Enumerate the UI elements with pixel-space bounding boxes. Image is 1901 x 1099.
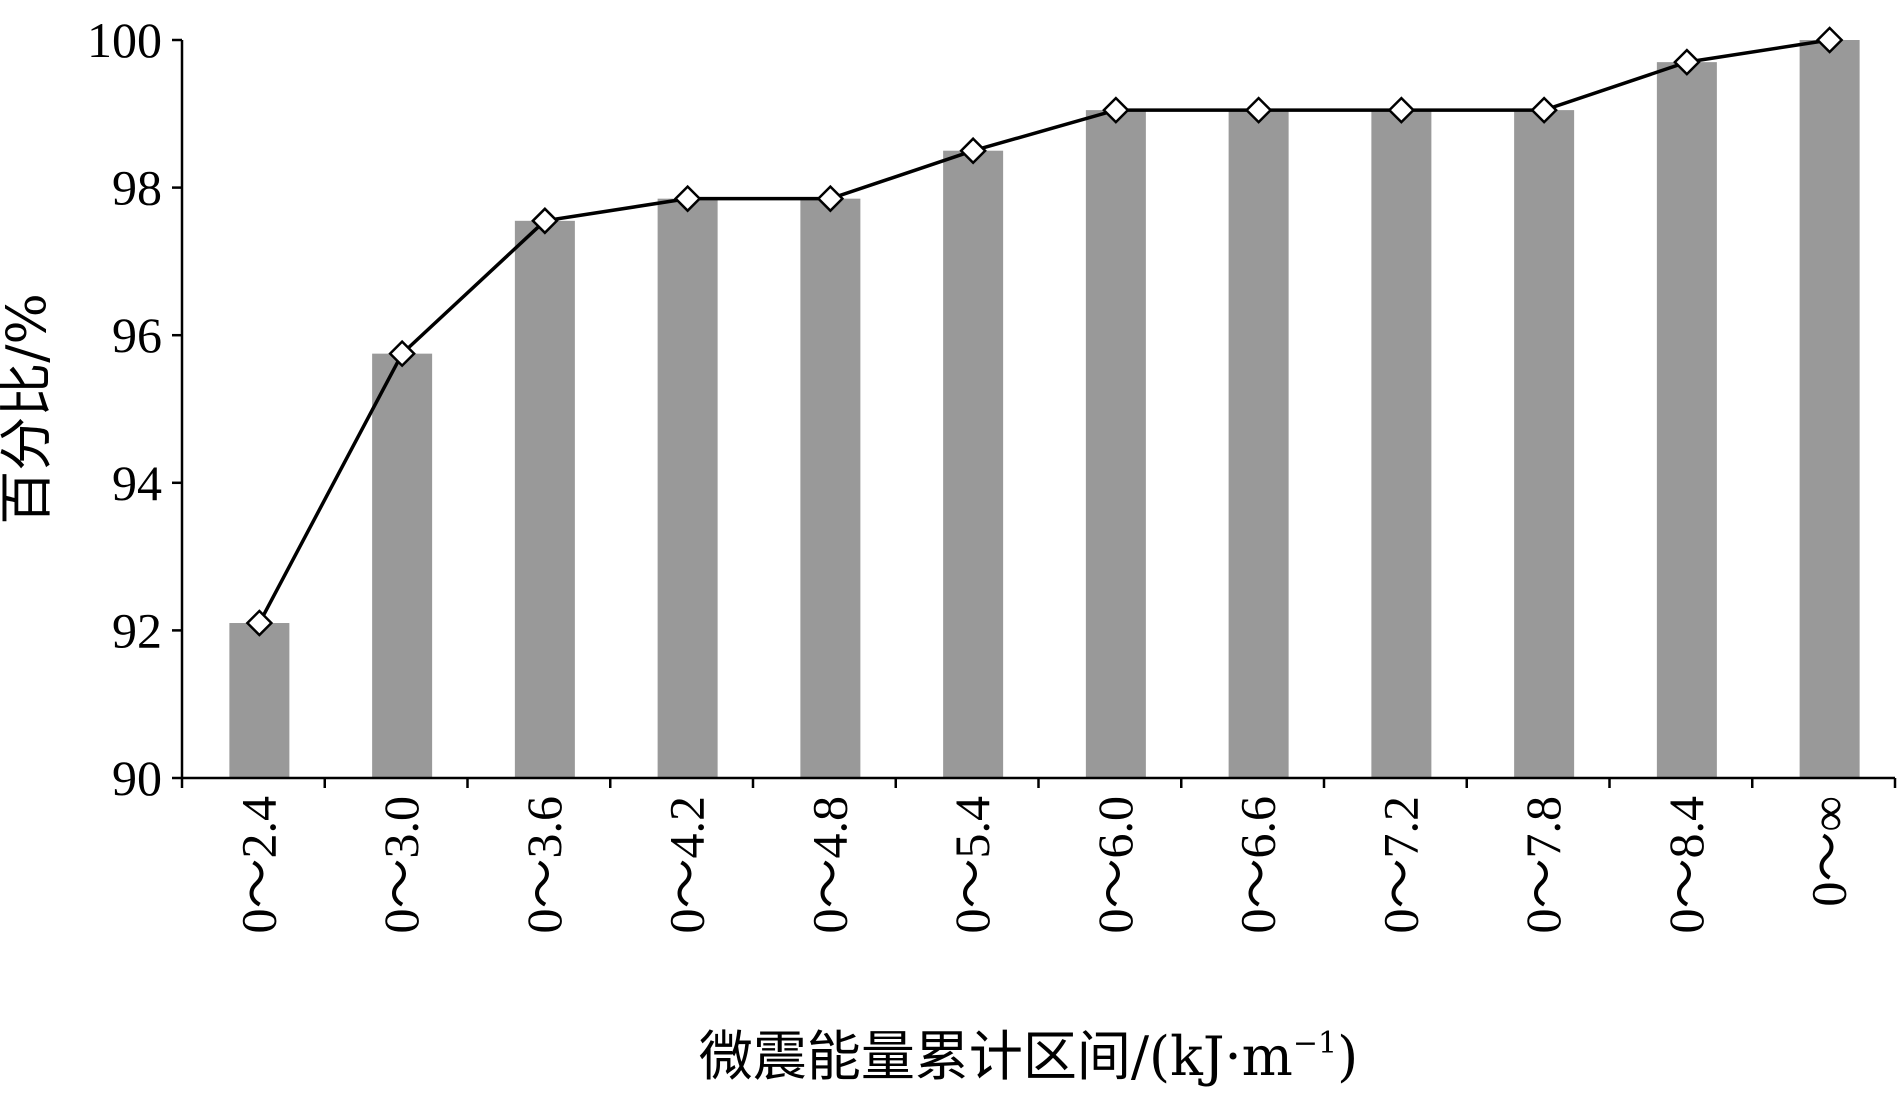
bar (372, 353, 433, 778)
x-ticks: 0～2.4 0～3.0 0～3.6 0～4.2 0～4.8 0～5.4 0～6.0 0～6.6… (180, 778, 1897, 934)
bar (1085, 110, 1146, 779)
y-tick-label: 90 (112, 750, 162, 806)
x-tick-label: 0～7.8 (1515, 796, 1571, 934)
bar (1228, 110, 1289, 779)
x-axis-title-main: 微震能量累计区间/(kJ·m (699, 1025, 1293, 1088)
bar (657, 198, 718, 779)
bar (800, 198, 861, 779)
x-axis-title-sup: −1 (1293, 1026, 1337, 1061)
bar-group (229, 40, 1860, 779)
x-tick-label: 0～4.2 (659, 796, 715, 934)
bar (1799, 40, 1860, 778)
x-tick-label: 0～4.8 (801, 796, 857, 934)
line-point-marker (245, 609, 274, 637)
line-point-marker (1102, 96, 1130, 124)
y-tick-label: 98 (112, 160, 162, 216)
x-tick-label: 0～3.0 (373, 796, 429, 934)
line-point-marker (959, 136, 987, 165)
line-point-marker (816, 184, 845, 213)
y-axis-title: 百分比/% (0, 293, 58, 525)
bar (514, 220, 575, 778)
bar (1514, 110, 1575, 779)
x-tick-label: 0～2.4 (230, 796, 286, 934)
line-series-group (245, 26, 1844, 637)
x-tick-label: 0～5.4 (944, 796, 1000, 934)
line-point-marker (1530, 96, 1558, 124)
bar (1371, 110, 1432, 779)
line-series (257, 38, 1830, 624)
bar (943, 150, 1004, 778)
line-point-marker (673, 184, 702, 213)
line-point-marker (388, 339, 416, 368)
x-tick-label: 0～8.4 (1658, 796, 1714, 934)
line-point-marker (531, 207, 559, 235)
x-tick-label: 0～7.2 (1372, 796, 1428, 934)
bar (1656, 62, 1717, 778)
x-tick-label: 0～6.6 (1230, 796, 1286, 934)
axes (180, 40, 1895, 780)
line-point-marker (1244, 96, 1273, 124)
x-axis-title-end: ) (1337, 1025, 1358, 1088)
x-axis-title: 微震能量累计区间/(kJ·m−1) (699, 1025, 1358, 1088)
line-point-marker (1673, 48, 1701, 76)
bar (229, 623, 290, 778)
y-tick-label: 92 (112, 602, 162, 658)
x-tick-label: 0～3.6 (516, 796, 572, 934)
y-tick-label: 100 (87, 12, 162, 68)
y-tick-label: 94 (112, 455, 162, 511)
x-tick-label: 0～6.0 (1087, 796, 1143, 934)
line-point-marker (1815, 26, 1844, 54)
y-tick-label: 96 (112, 307, 162, 363)
line-point-marker (1387, 96, 1416, 124)
x-tick-label: 0～∞ (1801, 796, 1857, 907)
y-ticks: 90 92 94 96 98 100 (87, 12, 182, 806)
